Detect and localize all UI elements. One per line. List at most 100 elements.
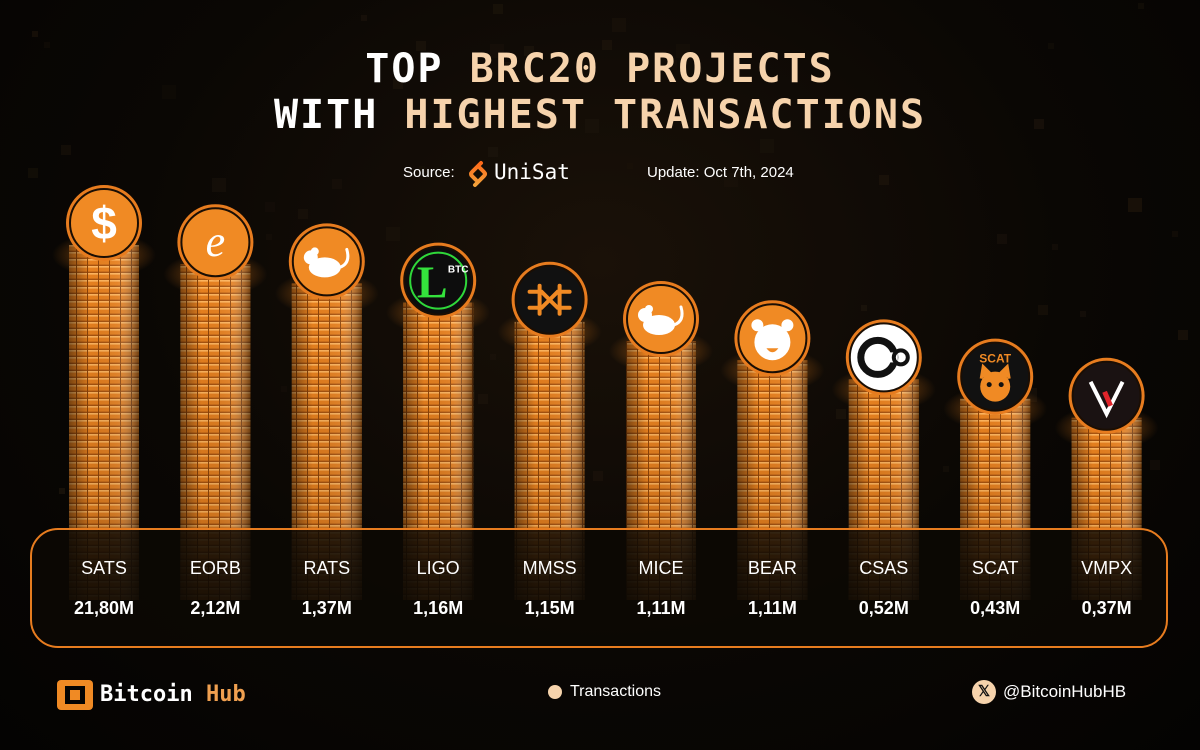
- background-pixel: [488, 147, 498, 157]
- background-pixel: [627, 163, 633, 169]
- category-label: EORB: [189, 558, 241, 578]
- svg-text:L: L: [417, 257, 448, 308]
- svg-text:$: $: [91, 197, 117, 249]
- category-label: CSAS: [859, 558, 909, 578]
- category-label: VMPX: [1081, 558, 1133, 578]
- chart-title: TOP BRC20 PROJECTS WITH HIGHEST TRANSACT…: [0, 46, 1200, 138]
- rat-icon: [288, 223, 365, 300]
- background-pixel: [419, 166, 425, 172]
- background-pixel: [32, 31, 38, 37]
- eorb-e-icon: e: [177, 204, 254, 281]
- background-pixel: [1080, 311, 1086, 317]
- background-pixel: [266, 234, 272, 240]
- scat-cat-icon: SCAT: [957, 338, 1034, 415]
- background-pixel: [59, 488, 65, 494]
- source-label: Source:: [403, 164, 455, 181]
- background-pixel: [1178, 330, 1188, 340]
- background-pixel: [281, 386, 287, 392]
- value-label: 0,43M: [970, 598, 1021, 618]
- background-pixel: [1172, 231, 1178, 237]
- background-pixel: [493, 4, 503, 14]
- meta-row: Source: UniSat Update: Oct 7th, 2024: [0, 160, 1200, 190]
- background-pixel: [1128, 198, 1142, 212]
- bar-mice: [609, 329, 713, 600]
- background-pixel: [386, 227, 400, 241]
- background-pixel: [1034, 119, 1044, 129]
- background-pixel: [593, 471, 603, 481]
- csas-logo-icon: [845, 319, 922, 396]
- svg-text:BTC: BTC: [448, 265, 469, 276]
- background-pixel: [676, 44, 690, 58]
- value-label: 1,11M: [636, 598, 686, 618]
- background-pixel: [1150, 460, 1160, 470]
- value-label: 0,37M: [1081, 598, 1132, 618]
- category-label: MICE: [638, 558, 684, 578]
- background-pixel: [724, 173, 738, 187]
- value-label: 2,12M: [190, 598, 241, 618]
- value-label: 0,52M: [858, 598, 909, 618]
- social-handle: @BitcoinHubHB: [1003, 682, 1127, 701]
- value-panel: [30, 528, 1168, 648]
- svg-text:SCAT: SCAT: [979, 352, 1011, 366]
- background-pixel: [423, 119, 429, 125]
- source-name: UniSat: [494, 160, 570, 184]
- background-pixel: [1138, 3, 1144, 9]
- legend-label: Transactions: [570, 683, 661, 700]
- value-label: 1,11M: [747, 598, 797, 618]
- background-pixel: [478, 394, 488, 404]
- background-pixel: [361, 15, 367, 21]
- background-pixel: [782, 121, 788, 127]
- background-pixel: [997, 234, 1007, 244]
- category-label: SCAT: [971, 558, 1019, 578]
- value-label: 1,16M: [413, 598, 464, 618]
- ligo-btc-icon: L BTC: [400, 242, 477, 319]
- value-label: 1,15M: [524, 598, 575, 618]
- background-pixel: [667, 60, 677, 70]
- bitcoin-hub-logo-icon: [57, 680, 93, 710]
- background-pixel: [416, 41, 426, 51]
- value-label: 1,37M: [301, 598, 352, 618]
- background-pixel: [212, 178, 226, 192]
- title-line-1: TOP BRC20 PROJECTS: [365, 46, 835, 92]
- background-pixel: [1038, 305, 1048, 315]
- background-pixel: [760, 139, 774, 153]
- background-pixel: [696, 68, 702, 74]
- background-pixel: [861, 305, 867, 311]
- legend-swatch: [548, 685, 562, 699]
- unisat-logo-icon: [469, 161, 487, 187]
- background-pixel: [524, 46, 534, 56]
- background-pixel: [879, 175, 889, 185]
- brand-name: Bitcoin Hub: [100, 682, 246, 707]
- background-pixel: [490, 44, 504, 58]
- background-pixel: [612, 18, 626, 32]
- background-pixel: [836, 409, 846, 419]
- background-pixel: [490, 354, 496, 360]
- background-pixel: [298, 209, 308, 219]
- mmss-logo-icon: [511, 261, 588, 338]
- bear-icon: [734, 300, 811, 377]
- background-pixel: [585, 119, 599, 133]
- background-pixel: [1052, 244, 1058, 250]
- dollar-icon: $: [66, 185, 142, 261]
- svg-text:e: e: [206, 217, 226, 266]
- background-pixel: [332, 179, 342, 189]
- background-pixel: [61, 145, 71, 155]
- background-pixel: [501, 62, 511, 72]
- background-pixel: [44, 42, 50, 48]
- value-label: 21,80M: [73, 598, 135, 618]
- background-pixel: [162, 85, 176, 99]
- update-date: Update: Oct 7th, 2024: [647, 164, 794, 181]
- category-label: RATS: [303, 558, 351, 578]
- vmpx-v-icon: [1068, 357, 1145, 434]
- background-pixel: [393, 79, 403, 89]
- category-label: SATS: [81, 558, 127, 578]
- background-pixel: [602, 40, 612, 50]
- background-pixel: [1048, 43, 1054, 49]
- title-line-2: WITH HIGHEST TRANSACTIONS: [273, 92, 927, 138]
- background-pixel: [28, 168, 38, 178]
- mouse-icon: [623, 281, 699, 357]
- x-icon: 𝕏: [972, 680, 996, 704]
- background-pixel: [265, 202, 275, 212]
